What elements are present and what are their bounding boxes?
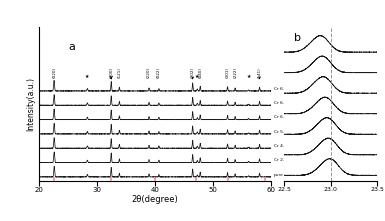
Text: Cr 4.31 mol%: Cr 4.31 mol% [274,144,303,148]
Text: Cr 6.39 mol%: Cr 6.39 mol% [274,87,303,91]
Y-axis label: Intensity(a.u.): Intensity(a.u.) [27,77,36,131]
Text: b: b [293,33,301,43]
Text: (200): (200) [109,67,113,78]
Text: Cr 6.13 mol%: Cr 6.13 mol% [274,115,303,119]
Text: (121): (121) [117,67,121,78]
Text: (141): (141) [258,67,261,78]
Text: (301): (301) [226,67,229,78]
X-axis label: 2θ(degree): 2θ(degree) [131,195,178,204]
Text: Cr 5.24 mol%: Cr 5.24 mol% [274,130,303,134]
Text: a: a [69,42,75,52]
Text: (020): (020) [52,67,56,78]
Text: (040): (040) [198,67,202,78]
Text: (022): (022) [157,67,161,78]
Text: ★: ★ [246,74,251,79]
Text: ★: ★ [195,74,199,79]
Text: (220): (220) [147,67,151,78]
Text: ★: ★ [85,74,90,79]
Text: Cr 6.35 mol%: Cr 6.35 mol% [274,101,303,105]
Text: (222): (222) [233,67,237,78]
Text: Cr 2.47 mol%: Cr 2.47 mol% [274,158,303,162]
Text: (202): (202) [191,67,195,78]
Text: pure: pure [274,173,284,177]
